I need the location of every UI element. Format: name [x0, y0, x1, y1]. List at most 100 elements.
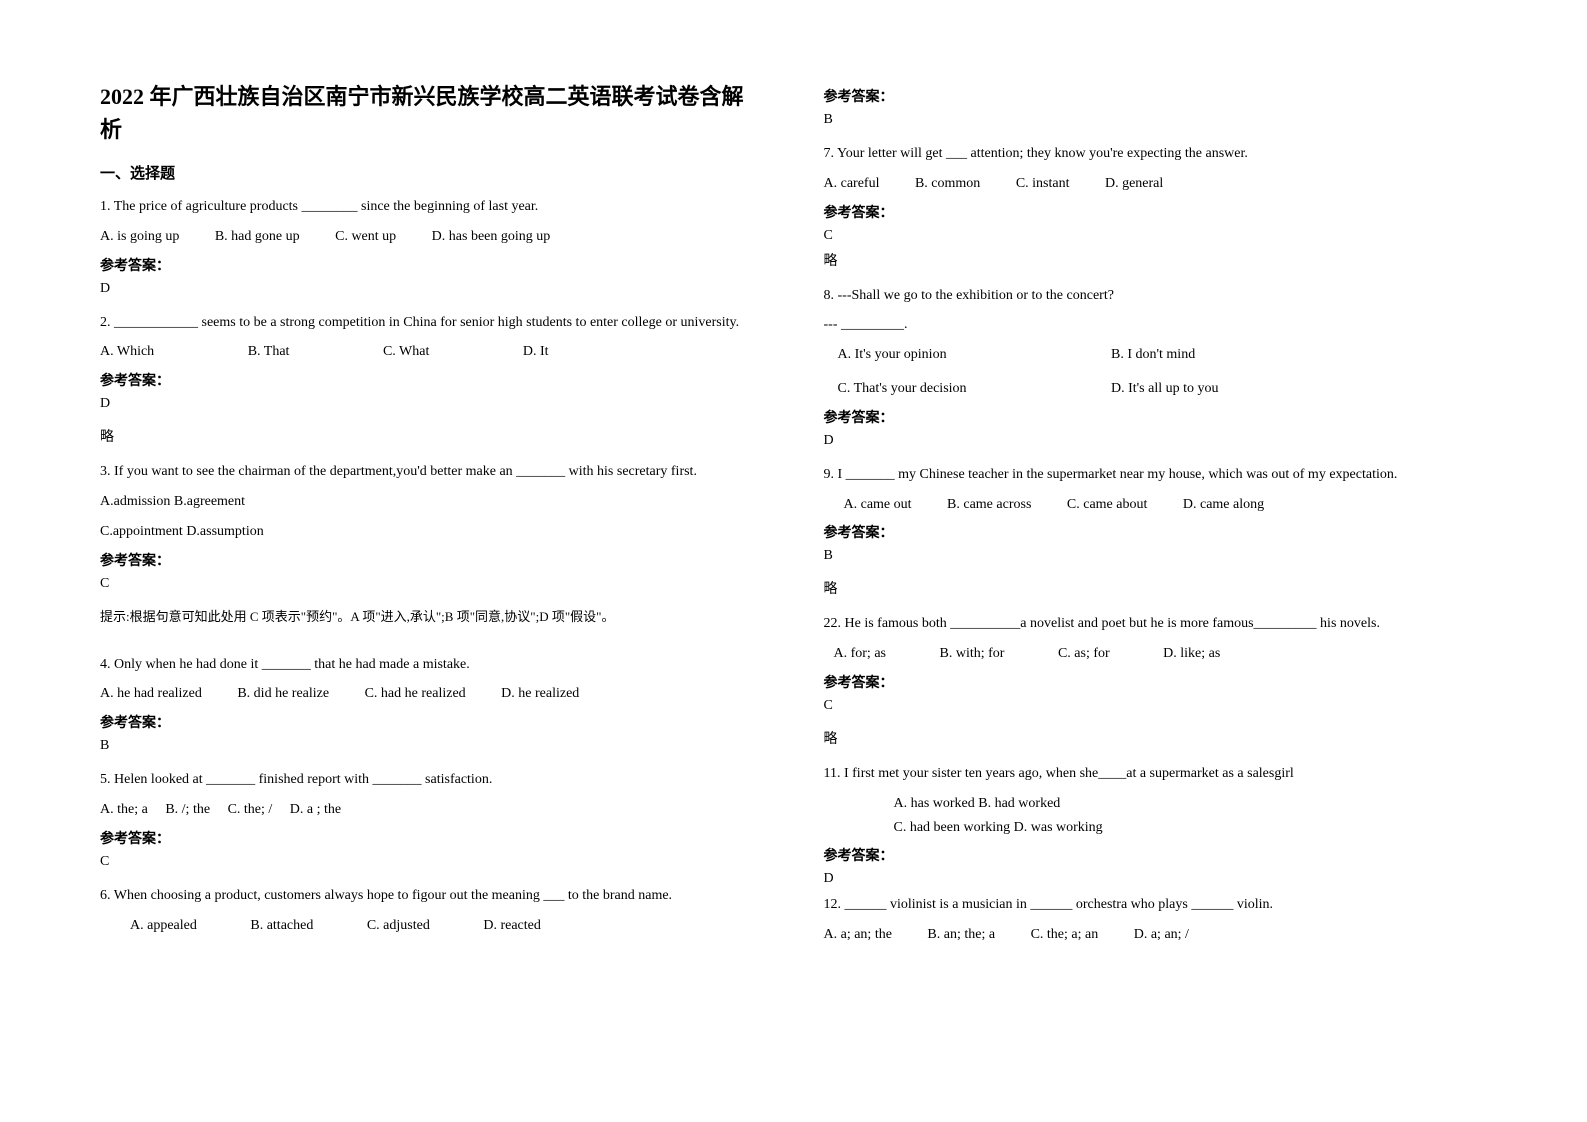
q9-opt-a: A. came out [844, 493, 912, 517]
q10-text: 22. He is famous both __________a noveli… [824, 612, 1488, 636]
q5-options: A. the; a B. /; the C. the; / D. a ; the [100, 798, 764, 822]
q1-opt-c: C. went up [335, 225, 396, 249]
section-heading: 一、选择题 [100, 162, 764, 183]
q5-text: 5. Helen looked at _______ finished repo… [100, 768, 764, 792]
q10-opt-c: C. as; for [1058, 642, 1110, 666]
q11-ans-label: 参考答案： [824, 845, 1488, 865]
q2-omit: 略 [100, 426, 764, 446]
q9-opt-d: D. came along [1183, 493, 1264, 517]
q9-text: 9. I _______ my Chinese teacher in the s… [824, 463, 1488, 487]
q8-text2: --- _________. [824, 313, 1488, 337]
q10-ans: C [824, 698, 1488, 714]
q6-text: 6. When choosing a product, customers al… [100, 884, 764, 908]
q4-ans-label: 参考答案： [100, 712, 764, 732]
q5-ans: C [100, 854, 764, 870]
q6-opt-b: B. attached [250, 914, 313, 938]
q8-opt-d: D. It's all up to you [1111, 377, 1219, 401]
q4-ans: B [100, 738, 764, 754]
q3-ans: C [100, 576, 764, 592]
exam-title: 2022 年广西壮族自治区南宁市新兴民族学校高二英语联考试卷含解析 [100, 80, 764, 146]
q10-omit: 略 [824, 728, 1488, 748]
q8-text: 8. ---Shall we go to the exhibition or t… [824, 284, 1488, 308]
q6-options: A. appealed B. attached C. adjusted D. r… [100, 914, 764, 938]
q9-ans: B [824, 548, 1488, 564]
q9-omit: 略 [824, 578, 1488, 598]
q4-opt-d: D. he realized [501, 682, 579, 706]
q7-options: A. careful B. common C. instant D. gener… [824, 172, 1488, 196]
q4-options: A. he had realized B. did he realize C. … [100, 682, 764, 706]
q2-text: 2. ____________ seems to be a strong com… [100, 311, 764, 335]
q12-opt-b: B. an; the; a [927, 923, 995, 947]
q7-omit: 略 [824, 250, 1488, 270]
q12-opt-d: D. a; an; / [1134, 923, 1189, 947]
q8-options-row2: C. That's your decision D. It's all up t… [824, 377, 1488, 401]
q1-opt-a: A. is going up [100, 225, 179, 249]
q2-opt-a: A. Which [100, 340, 154, 364]
q4-opt-c: C. had he realized [365, 682, 466, 706]
q5-opt-c: C. the; / [228, 798, 273, 822]
q7-opt-d: D. general [1105, 172, 1163, 196]
q12-text: 12. ______ violinist is a musician in __… [824, 893, 1488, 917]
q9-ans-label: 参考答案： [824, 522, 1488, 542]
left-column: 2022 年广西壮族自治区南宁市新兴民族学校高二英语联考试卷含解析 一、选择题 … [100, 80, 764, 951]
q1-options: A. is going up B. had gone up C. went up… [100, 225, 764, 249]
q2-opt-d: D. It [523, 340, 549, 364]
q8-opt-c: C. That's your decision [838, 377, 1108, 401]
q5-opt-d: D. a ; the [290, 798, 341, 822]
q8-opt-a: A. It's your opinion [838, 343, 1108, 367]
q8-options-row1: A. It's your opinion B. I don't mind [824, 343, 1488, 367]
q6-opt-c: C. adjusted [367, 914, 430, 938]
q8-ans: D [824, 433, 1488, 449]
q10-opt-a: A. for; as [834, 642, 887, 666]
q11-opts-line1: A. has worked B. had worked [824, 792, 1488, 816]
q2-ans: D [100, 396, 764, 412]
q12-options: A. a; an; the B. an; the; a C. the; a; a… [824, 923, 1488, 947]
q6-ans-label: 参考答案： [824, 86, 1488, 106]
q9-opt-c: C. came about [1067, 493, 1147, 517]
q3-note: 提示:根据句意可知此处用 C 项表示"预约"。A 项"进入,承认";B 项"同意… [100, 606, 764, 625]
q10-opt-d: D. like; as [1163, 642, 1220, 666]
q10-opt-b: B. with; for [940, 642, 1005, 666]
q12-opt-a: A. a; an; the [824, 923, 892, 947]
page: 2022 年广西壮族自治区南宁市新兴民族学校高二英语联考试卷含解析 一、选择题 … [0, 0, 1587, 1031]
q10-options: A. for; as B. with; for C. as; for D. li… [824, 642, 1488, 666]
q7-opt-c: C. instant [1016, 172, 1070, 196]
q1-ans: D [100, 281, 764, 297]
q6-opt-d: D. reacted [483, 914, 541, 938]
q10-ans-label: 参考答案： [824, 672, 1488, 692]
q2-options: A. Which B. That C. What D. It [100, 340, 764, 364]
q7-ans-label: 参考答案： [824, 202, 1488, 222]
q6-ans: B [824, 112, 1488, 128]
q12-opt-c: C. the; a; an [1031, 923, 1099, 947]
q7-opt-b: B. common [915, 172, 980, 196]
q1-opt-d: D. has been going up [432, 225, 551, 249]
q9-options: A. came out B. came across C. came about… [824, 493, 1488, 517]
q5-opt-a: A. the; a [100, 798, 148, 822]
q3-opts-line1: A.admission B.agreement [100, 490, 764, 514]
q4-opt-b: B. did he realize [237, 682, 329, 706]
q7-ans: C [824, 228, 1488, 244]
q5-ans-label: 参考答案： [100, 828, 764, 848]
q11-opts-line2: C. had been working D. was working [824, 816, 1488, 840]
q9-opt-b: B. came across [947, 493, 1031, 517]
q3-text: 3. If you want to see the chairman of th… [100, 460, 764, 484]
q6-opt-a: A. appealed [130, 914, 197, 938]
q4-text: 4. Only when he had done it _______ that… [100, 653, 764, 677]
q1-ans-label: 参考答案： [100, 255, 764, 275]
q2-opt-c: C. What [383, 340, 429, 364]
q7-text: 7. Your letter will get ___ attention; t… [824, 142, 1488, 166]
right-column: 参考答案： B 7. Your letter will get ___ atte… [824, 80, 1488, 951]
q5-opt-b: B. /; the [165, 798, 210, 822]
q8-opt-b: B. I don't mind [1111, 343, 1195, 367]
q1-text: 1. The price of agriculture products ___… [100, 195, 764, 219]
q8-ans-label: 参考答案： [824, 407, 1488, 427]
q2-ans-label: 参考答案： [100, 370, 764, 390]
q3-ans-label: 参考答案： [100, 550, 764, 570]
q1-opt-b: B. had gone up [215, 225, 300, 249]
q11-ans: D [824, 871, 1488, 887]
q11-text: 11. I first met your sister ten years ag… [824, 762, 1488, 786]
q7-opt-a: A. careful [824, 172, 880, 196]
q3-opts-line2: C.appointment D.assumption [100, 520, 764, 544]
q2-opt-b: B. That [248, 340, 290, 364]
q4-opt-a: A. he had realized [100, 682, 202, 706]
